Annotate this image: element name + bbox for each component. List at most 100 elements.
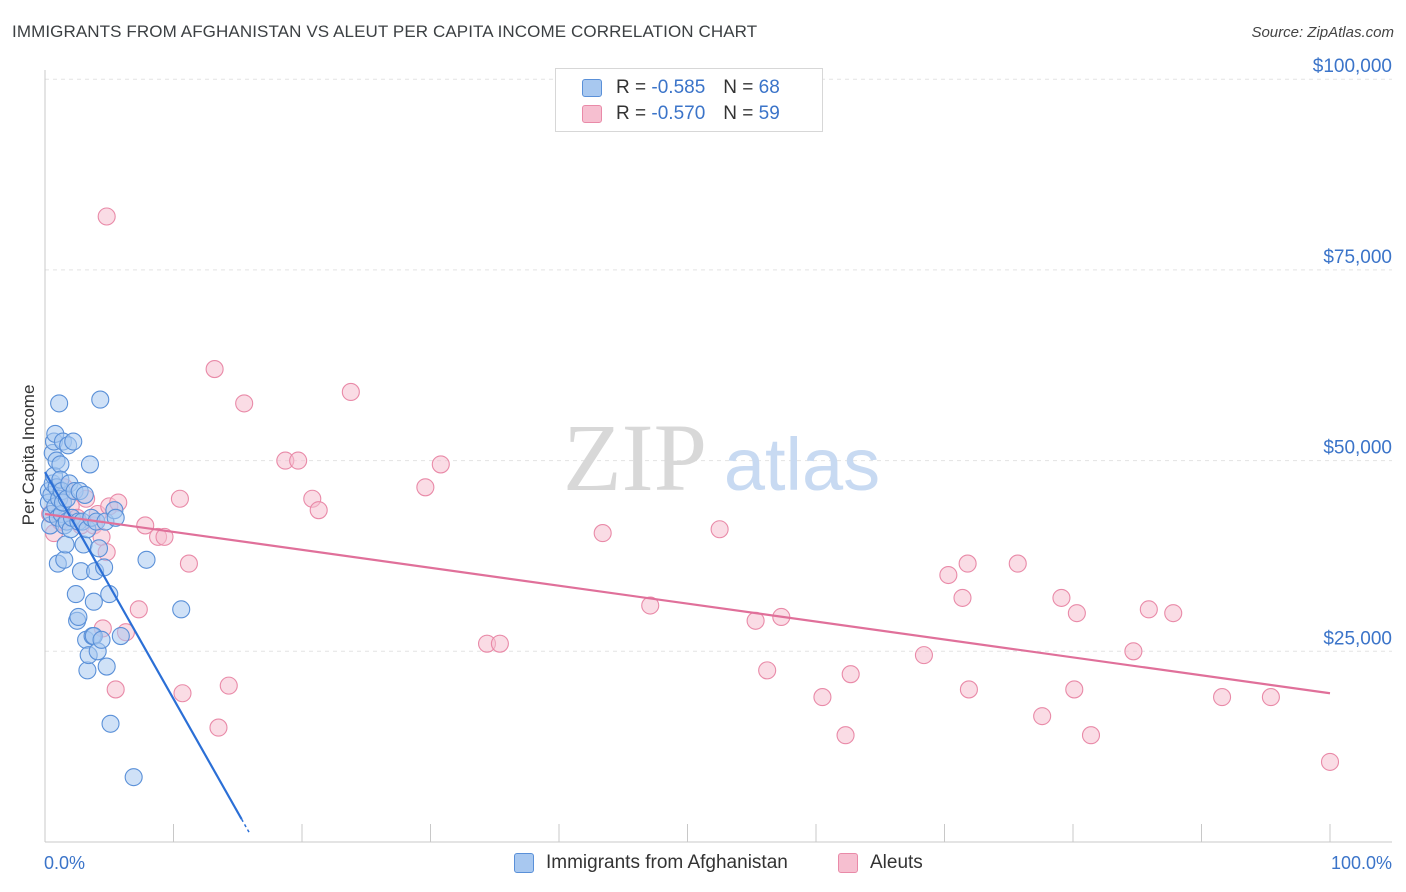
x-tick-labels: 0.0% 100.0% — [44, 853, 1392, 873]
bottom-legend-swatch-blue — [514, 853, 534, 873]
aleuts-point — [155, 527, 174, 546]
aleuts-point — [173, 684, 192, 703]
gridlines — [45, 78, 1392, 652]
afghanistan-trend-line — [44, 471, 243, 820]
aleuts-point — [1067, 604, 1086, 623]
legend-n-value: 68 — [758, 77, 780, 98]
bottom-legend-aleuts[interactable]: Aleuts — [838, 852, 923, 874]
aleuts-point — [1065, 680, 1084, 699]
legend-swatch-blue — [582, 79, 602, 97]
aleuts-point — [235, 394, 254, 413]
afghanistan-point — [78, 661, 97, 680]
afghanistan-point — [89, 539, 109, 558]
aleuts-point — [219, 676, 238, 695]
aleuts-points — [41, 207, 1340, 771]
aleuts-point — [939, 565, 958, 585]
afghanistan-trend-extension — [240, 818, 250, 834]
aleuts-point — [758, 661, 777, 680]
y-tick-label: $75,000 — [1323, 247, 1392, 268]
afghanistan-point — [124, 768, 143, 787]
aleuts-point — [1164, 604, 1183, 623]
aleuts-point — [136, 516, 155, 535]
aleuts-point — [1139, 600, 1158, 619]
afghanistan-point — [55, 550, 74, 569]
aleuts-point — [431, 455, 450, 474]
afghanistan-point — [97, 657, 116, 676]
axes — [44, 70, 1392, 843]
aleuts-point — [1261, 688, 1280, 707]
bottom-legend-afghanistan[interactable]: Immigrants from Afghanistan — [514, 852, 788, 874]
x-tick-label: 100.0% — [1331, 853, 1392, 873]
bottom-legend-label: Aleuts — [870, 852, 923, 873]
legend-r-value: -0.570 — [651, 103, 706, 124]
aleuts-point — [959, 680, 978, 699]
afghanistan-point — [137, 550, 156, 569]
aleuts-point — [106, 680, 125, 699]
legend-swatch-pink — [582, 105, 602, 123]
aleuts-point — [341, 382, 360, 401]
aleuts-point — [209, 718, 228, 737]
legend-r-label: R = — [616, 77, 647, 98]
bottom-legend-swatch-pink — [838, 853, 858, 873]
y-tick-label: $25,000 — [1323, 628, 1392, 649]
aleuts-point — [205, 360, 224, 379]
aleuts-point — [97, 207, 116, 226]
afghanistan-point — [51, 455, 70, 474]
afghanistan-point — [101, 714, 120, 733]
x-tick-label: 0.0% — [44, 853, 85, 873]
afghanistan-point — [106, 508, 125, 527]
watermark: ZIP atlas — [563, 404, 880, 511]
aleuts-trend-line — [44, 512, 1331, 695]
aleuts-point — [1081, 726, 1101, 745]
afghanistan-point — [66, 585, 85, 604]
legend-r-value: -0.585 — [651, 77, 706, 98]
y-tick-label: $50,000 — [1323, 438, 1392, 459]
afghanistan-point — [56, 535, 75, 554]
legend-n-label: N = — [723, 77, 754, 98]
aleuts-point — [836, 726, 855, 745]
trend-lines — [44, 471, 1331, 834]
aleuts-point — [289, 451, 308, 470]
aleuts-point — [953, 588, 972, 607]
aleuts-point — [170, 489, 189, 508]
afghanistan-point — [64, 432, 83, 451]
y-tick-labels: $25,000 $50,000 $75,000 $100,000 — [1313, 56, 1392, 649]
aleuts-point — [1033, 707, 1052, 726]
legend-n-value: 59 — [758, 103, 780, 124]
legend-r-label: R = — [616, 103, 647, 124]
aleuts-point — [1124, 642, 1143, 661]
legend-row-aleuts: R = -0.570 N = 59 — [582, 101, 780, 127]
correlation-legend: R = -0.585 N = 68 R = -0.570 N = 59 — [555, 68, 823, 132]
afghanistan-point — [91, 390, 110, 409]
afghanistan-point — [75, 485, 94, 504]
bottom-legend-label: Immigrants from Afghanistan — [546, 852, 788, 873]
y-axis-label: Per Capita Income — [19, 385, 38, 526]
afghanistan-point — [172, 600, 191, 619]
watermark-zip: ZIP — [563, 404, 707, 511]
aleuts-point — [1052, 588, 1071, 607]
aleuts-point — [1008, 554, 1027, 573]
aleuts-point — [813, 688, 832, 707]
source-credit: Source: ZipAtlas.com — [1251, 24, 1394, 41]
aleuts-point — [1320, 752, 1340, 771]
aleuts-point — [309, 501, 328, 520]
afghanistan-points — [39, 390, 191, 787]
chart-title: IMMIGRANTS FROM AFGHANISTAN VS ALEUT PER… — [12, 22, 758, 41]
aleuts-point — [593, 524, 612, 543]
afghanistan-point — [50, 394, 69, 413]
aleuts-point — [958, 554, 977, 573]
afghanistan-point — [92, 630, 111, 649]
aleuts-point — [179, 554, 198, 573]
y-tick-label: $100,000 — [1313, 56, 1392, 77]
aleuts-point — [490, 634, 509, 653]
aleuts-point — [416, 478, 435, 497]
afghanistan-point — [111, 626, 130, 646]
aleuts-point — [1213, 688, 1232, 707]
afghanistan-point — [84, 592, 103, 611]
aleuts-point — [641, 596, 660, 615]
watermark-atlas: atlas — [724, 423, 880, 506]
aleuts-point — [129, 600, 148, 619]
aleuts-point — [914, 646, 933, 665]
aleuts-point — [841, 665, 860, 684]
